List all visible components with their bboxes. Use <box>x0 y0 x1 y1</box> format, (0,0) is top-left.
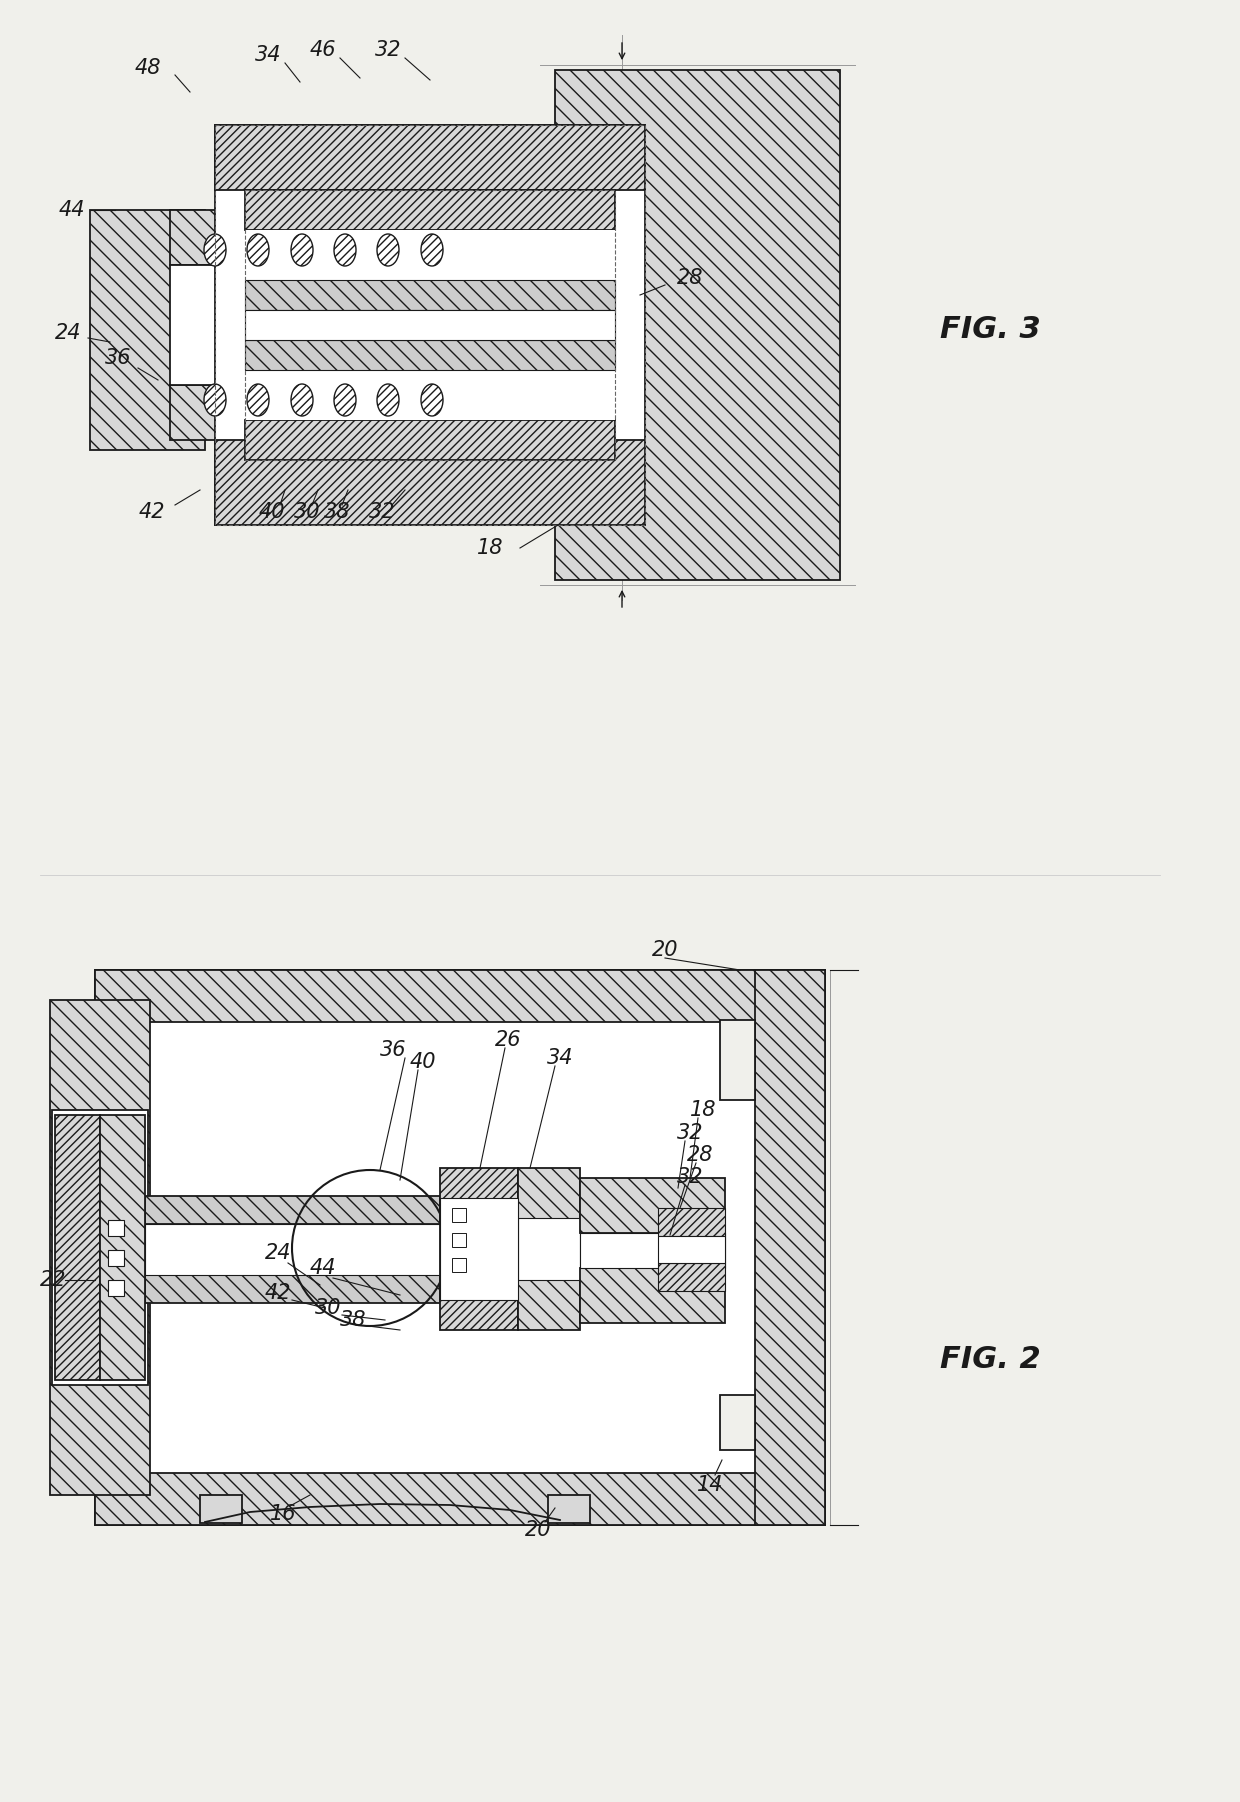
Bar <box>215 124 645 189</box>
Bar <box>145 1197 440 1224</box>
Text: 24: 24 <box>55 323 82 342</box>
Bar <box>246 279 615 310</box>
Ellipse shape <box>291 234 312 267</box>
Bar <box>580 1233 725 1269</box>
Bar <box>440 1168 518 1330</box>
Text: 30: 30 <box>294 503 320 523</box>
Bar <box>246 310 615 341</box>
Text: 24: 24 <box>265 1243 291 1263</box>
Text: 36: 36 <box>379 1040 407 1060</box>
Text: 36: 36 <box>104 348 131 368</box>
Text: 44: 44 <box>58 200 86 220</box>
Text: 20: 20 <box>652 941 678 960</box>
Bar <box>453 1258 466 1272</box>
Bar <box>518 1168 580 1233</box>
Ellipse shape <box>422 234 443 267</box>
Bar <box>560 124 630 225</box>
Bar <box>215 124 645 524</box>
Bar <box>658 1207 725 1236</box>
Text: 34: 34 <box>547 1049 573 1069</box>
Ellipse shape <box>422 384 443 416</box>
Bar <box>556 70 839 580</box>
Bar <box>50 1000 150 1496</box>
Bar <box>246 189 615 231</box>
Bar <box>170 386 645 440</box>
Text: 38: 38 <box>340 1310 366 1330</box>
Text: 22: 22 <box>40 1270 66 1290</box>
Bar <box>95 1472 825 1524</box>
Bar <box>453 1207 466 1222</box>
Bar <box>145 1224 440 1276</box>
Text: 46: 46 <box>310 40 336 59</box>
Text: 34: 34 <box>254 45 281 65</box>
Bar <box>440 1198 518 1299</box>
Bar <box>246 189 615 460</box>
Text: 32: 32 <box>368 503 396 523</box>
Text: 20: 20 <box>525 1521 552 1541</box>
Bar <box>55 1115 100 1380</box>
Bar <box>215 124 645 524</box>
Text: 48: 48 <box>135 58 161 77</box>
Bar <box>518 1265 580 1330</box>
Bar <box>108 1279 124 1296</box>
Ellipse shape <box>247 234 269 267</box>
Text: 40: 40 <box>259 503 285 523</box>
Text: 28: 28 <box>687 1144 713 1166</box>
Bar <box>658 1236 725 1263</box>
Bar <box>755 969 825 1524</box>
Text: 42: 42 <box>139 503 165 523</box>
Ellipse shape <box>334 384 356 416</box>
Bar <box>590 124 630 175</box>
Text: 28: 28 <box>677 268 703 288</box>
Bar <box>453 1233 466 1247</box>
Ellipse shape <box>291 384 312 416</box>
Text: 32: 32 <box>374 40 402 59</box>
Text: 26: 26 <box>495 1031 521 1051</box>
Bar <box>91 211 205 450</box>
Bar <box>246 231 615 420</box>
Bar <box>518 1218 580 1279</box>
Bar <box>580 1179 725 1233</box>
Bar <box>658 1263 725 1290</box>
Text: 42: 42 <box>265 1283 291 1303</box>
Bar <box>100 1115 145 1380</box>
Bar <box>215 440 645 524</box>
Bar <box>95 969 825 1524</box>
Text: 32: 32 <box>677 1168 703 1188</box>
Bar <box>246 420 615 460</box>
Bar <box>720 1020 755 1099</box>
Bar <box>590 445 630 496</box>
Ellipse shape <box>377 384 399 416</box>
Bar <box>246 341 615 369</box>
Bar <box>200 1496 242 1523</box>
Bar <box>560 245 630 411</box>
Ellipse shape <box>205 384 226 416</box>
Ellipse shape <box>334 234 356 267</box>
Text: FIG. 2: FIG. 2 <box>940 1346 1040 1375</box>
Text: 16: 16 <box>270 1505 296 1524</box>
Text: 32: 32 <box>677 1123 703 1142</box>
Text: 30: 30 <box>315 1297 341 1317</box>
Bar <box>108 1251 124 1267</box>
Ellipse shape <box>377 234 399 267</box>
Bar <box>720 1395 755 1451</box>
Text: 44: 44 <box>310 1258 336 1278</box>
Bar <box>548 1496 590 1523</box>
Text: 14: 14 <box>697 1476 723 1496</box>
Bar <box>170 265 645 386</box>
Bar <box>108 1220 124 1236</box>
Bar <box>145 1276 440 1303</box>
Text: 18: 18 <box>476 539 503 559</box>
Bar <box>170 211 645 265</box>
Bar <box>560 434 630 515</box>
Ellipse shape <box>247 384 269 416</box>
Ellipse shape <box>205 234 226 267</box>
Text: 18: 18 <box>689 1099 717 1121</box>
Text: 40: 40 <box>409 1052 436 1072</box>
Bar <box>95 969 825 1022</box>
Bar <box>52 1110 148 1386</box>
Bar <box>580 1269 725 1323</box>
Text: 38: 38 <box>324 503 350 523</box>
Text: FIG. 3: FIG. 3 <box>940 315 1040 344</box>
